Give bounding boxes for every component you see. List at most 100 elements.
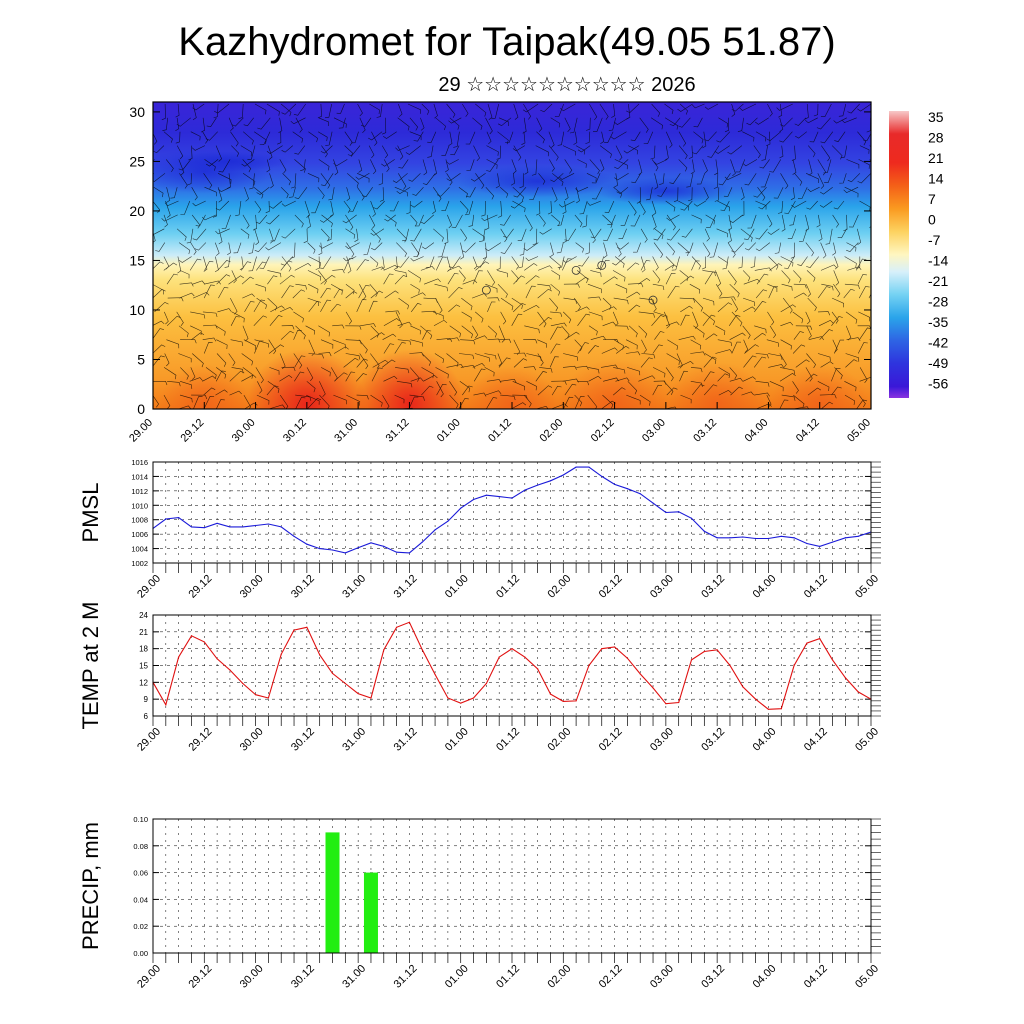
wind-barb <box>562 200 567 215</box>
wind-barb <box>333 159 339 176</box>
wind-barb <box>382 394 390 409</box>
wind-barb <box>686 173 694 188</box>
wind-barb <box>845 353 860 362</box>
wind-barb <box>513 275 526 285</box>
wind-barb <box>781 270 791 284</box>
wind-barb <box>381 117 387 135</box>
wind-barb <box>517 228 527 241</box>
wind-barb <box>575 242 584 253</box>
x-tick-label: 03.12 <box>699 963 727 991</box>
wind-barb <box>760 173 771 188</box>
wind-barb <box>446 364 464 368</box>
wind-barb <box>574 396 585 409</box>
wind-barb <box>550 311 563 317</box>
x-tick-label: 03.12 <box>699 573 727 601</box>
wind-barb <box>409 367 420 382</box>
wind-barb <box>602 214 613 228</box>
wind-barb <box>398 103 403 117</box>
wind-barb <box>612 270 626 282</box>
wind-barb <box>500 378 517 383</box>
wind-barb <box>203 324 218 329</box>
wind-barb <box>308 339 315 356</box>
wind-barb <box>627 381 638 395</box>
wind-barb <box>523 408 526 409</box>
wind-barb <box>844 381 857 392</box>
wind-barb <box>281 285 294 299</box>
wind-barb <box>241 276 254 285</box>
wind-barb <box>239 256 244 271</box>
wind-barb <box>446 173 453 186</box>
wind-barb <box>574 339 583 352</box>
wind-barb <box>549 159 555 172</box>
wind-barb <box>638 325 648 338</box>
wind-barb <box>202 375 216 382</box>
wind-barb <box>433 103 438 119</box>
wind-barb <box>436 383 447 396</box>
wind-barb <box>472 117 483 130</box>
wind-barb <box>628 145 638 155</box>
wind-barb <box>396 186 411 194</box>
wind-barb <box>425 256 435 268</box>
wind-barb <box>703 371 715 382</box>
wind-barb <box>857 173 871 184</box>
wind-barb <box>500 228 508 243</box>
wind-barb <box>780 256 794 267</box>
wind-barb <box>640 256 646 273</box>
wind-barb <box>435 117 446 131</box>
wind-barb <box>793 331 804 340</box>
data-point <box>498 496 500 498</box>
x-tick-label: 04.12 <box>802 573 830 601</box>
data-point <box>319 654 321 656</box>
wind-barb <box>257 381 263 394</box>
data-point <box>767 537 770 540</box>
wind-barb <box>821 145 831 162</box>
wind-barb <box>702 131 707 149</box>
wind-barb <box>564 117 571 133</box>
wind-barb <box>281 145 293 153</box>
wind-barb <box>737 117 744 132</box>
x-tick-label: 01.00 <box>443 573 471 601</box>
wind-barb <box>215 389 228 396</box>
wind-barb <box>577 313 591 326</box>
data-point <box>703 650 705 653</box>
wind-barb <box>576 270 589 284</box>
wind-barb <box>833 284 841 298</box>
wind-barb <box>805 367 813 382</box>
wind-barb <box>779 117 784 132</box>
wind-barb <box>769 408 770 409</box>
wind-barb <box>757 187 766 201</box>
wind-barb <box>792 381 799 394</box>
wind-barb <box>153 261 164 270</box>
wind-barb <box>345 339 362 345</box>
data-point <box>857 691 859 693</box>
wind-barb <box>833 117 847 124</box>
wind-barb <box>475 173 485 189</box>
wind-barb <box>859 200 871 212</box>
wind-barb <box>420 117 425 131</box>
y-tick-label: 1010 <box>131 501 148 510</box>
data-point <box>690 517 693 519</box>
wind-barb <box>677 360 694 368</box>
wind-barb <box>550 117 561 128</box>
x-tick-label: 02.00 <box>545 573 573 601</box>
data-point <box>485 682 487 685</box>
wind-barb <box>268 339 277 355</box>
wind-barb <box>577 145 591 153</box>
wind-barb <box>780 173 789 189</box>
wind-barb <box>806 200 818 210</box>
wind-barb <box>753 356 766 368</box>
data-point <box>562 700 564 703</box>
wind-barb <box>779 353 787 368</box>
data-point <box>742 686 744 688</box>
x-tick-label: 05.00 <box>845 417 873 445</box>
wind-barb <box>702 311 715 326</box>
wind-barb <box>277 131 282 145</box>
wind-barb <box>265 200 270 214</box>
data-point <box>716 537 718 539</box>
wind-barb <box>552 173 564 186</box>
wind-barb <box>290 117 306 125</box>
wind-barb <box>797 256 808 266</box>
wind-barb <box>153 395 159 408</box>
wind-barb <box>844 394 856 405</box>
wind-barb <box>539 228 552 235</box>
